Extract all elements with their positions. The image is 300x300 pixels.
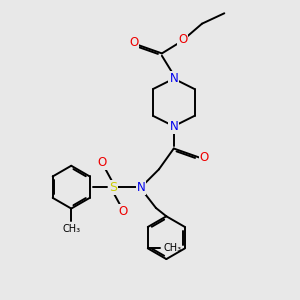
Text: O: O	[200, 151, 209, 164]
Text: O: O	[98, 156, 107, 169]
Text: N: N	[169, 120, 178, 133]
Text: O: O	[178, 33, 187, 46]
Text: CH₃: CH₃	[164, 243, 182, 254]
Text: S: S	[109, 181, 117, 194]
Text: N: N	[137, 181, 146, 194]
Text: O: O	[118, 205, 128, 218]
Text: O: O	[129, 37, 138, 50]
Text: CH₃: CH₃	[62, 224, 80, 234]
Text: N: N	[169, 72, 178, 85]
